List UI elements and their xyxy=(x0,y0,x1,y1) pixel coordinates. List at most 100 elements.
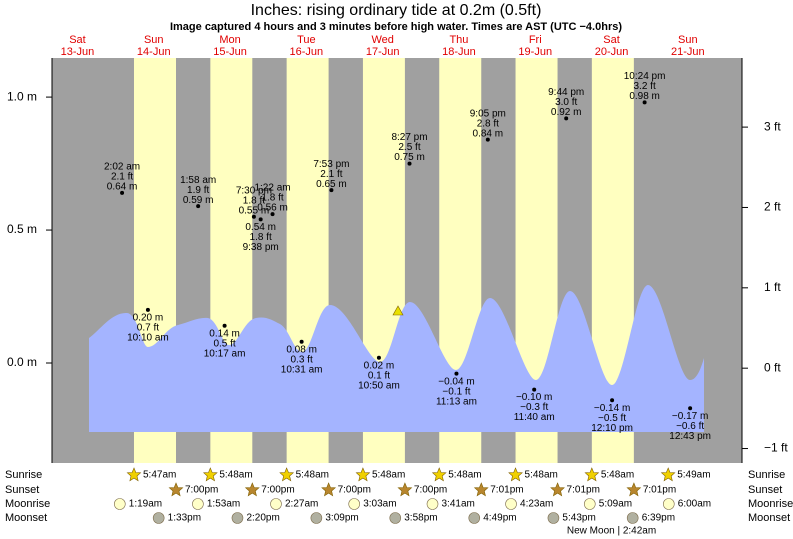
row-label: Moonrise xyxy=(5,498,50,510)
tide-label: 0.56 m xyxy=(257,203,288,214)
sunset-icon xyxy=(626,482,642,497)
tide-label: 0.65 m xyxy=(316,179,347,190)
chart-subtitle: Image captured 4 hours and 3 minutes bef… xyxy=(170,21,622,33)
moonrise-icon xyxy=(583,498,596,510)
sunrise-time: 5:48am xyxy=(219,470,252,481)
tide-label: 10:10 am xyxy=(127,332,169,343)
tide-label: 10:50 am xyxy=(358,380,400,391)
tide-label: −0.5 ft xyxy=(598,413,626,424)
row-label: Sunrise xyxy=(748,469,785,481)
sunset-time: 7:01pm xyxy=(643,485,676,496)
moonrise-time: 6:00am xyxy=(678,499,711,510)
sunset-icon xyxy=(168,482,184,497)
tide-label: 2:02 am xyxy=(104,161,140,172)
tide-label: −0.17 m xyxy=(672,411,708,422)
day-date: 14-Jun xyxy=(137,46,171,58)
tide-layer xyxy=(89,285,704,432)
row-label: Sunrise xyxy=(5,469,42,481)
tide-label: 1.8 ft xyxy=(243,195,265,206)
sunrise-icon xyxy=(508,467,523,482)
tide-label: −0.04 m xyxy=(438,376,474,387)
tide-label: 7:53 pm xyxy=(313,159,349,170)
tide-label: −0.10 m xyxy=(516,392,552,403)
sunset-time: 7:01pm xyxy=(490,485,523,496)
moonrise-time: 5:09am xyxy=(599,499,632,510)
tide-label: 1.8 ft xyxy=(261,193,283,204)
tide-label: 7:30 pm xyxy=(236,185,272,196)
tide-extreme xyxy=(251,214,256,219)
sunrise-icon xyxy=(355,467,371,482)
tide-label: 0.5 ft xyxy=(213,338,235,349)
sunrise-icon xyxy=(660,467,676,482)
tide-label: 10:17 am xyxy=(204,348,246,359)
day-name: Mon xyxy=(219,34,240,46)
moonrise-time: 4:23am xyxy=(520,499,553,510)
tide-extreme xyxy=(196,204,201,209)
moonrise-icon xyxy=(270,498,282,510)
tide-label: 0.75 m xyxy=(394,152,425,163)
moonrise-icon xyxy=(348,498,360,510)
tide-extreme xyxy=(564,116,569,121)
tide-label: 9:38 pm xyxy=(243,242,279,253)
tide-label: 0.59 m xyxy=(183,195,214,206)
moonrise-icon xyxy=(113,498,126,510)
moonset-icon xyxy=(468,512,481,524)
sunrise-time: 5:48am xyxy=(525,470,558,481)
sunset-time: 7:00pm xyxy=(414,485,447,496)
row-label: Moonset xyxy=(5,512,47,524)
tide-extreme xyxy=(407,161,412,166)
moonrise-icon xyxy=(505,498,517,510)
day-name: Tue xyxy=(297,34,316,46)
moonset-icon xyxy=(231,512,244,524)
tide-label: 1:22 am xyxy=(254,183,290,194)
y2-tick-label: 0 ft xyxy=(764,360,781,374)
moonrise-icon xyxy=(662,498,675,510)
tide-label: 2.8 ft xyxy=(477,118,499,129)
sunrise-icon xyxy=(279,467,295,482)
tide-extreme xyxy=(120,190,125,195)
sunrise-time: 5:48am xyxy=(448,470,481,481)
tide-label: −0.6 ft xyxy=(676,421,704,432)
tide-extreme xyxy=(532,387,537,392)
sunrise-icon xyxy=(584,467,600,482)
sunrise-time: 5:48am xyxy=(296,470,329,481)
tide-label: −0.1 ft xyxy=(442,386,470,397)
tide-label: 1.8 ft xyxy=(250,232,272,243)
moon-phase: New Moon | 2:42am xyxy=(567,526,656,537)
tide-label: 10:31 am xyxy=(281,364,323,375)
moonset-time: 1:33pm xyxy=(168,513,201,524)
y2-tick-label: −1 ft xyxy=(764,441,788,455)
tide-label: 9:44 pm xyxy=(548,87,584,98)
tide-label: 0.98 m xyxy=(629,91,660,102)
tide-label: −0.3 ft xyxy=(520,402,548,413)
almanac: Sunrise Sunrise Sunset Sunset Moonrise Moonri… xyxy=(5,467,793,537)
day-date: 21-Jun xyxy=(671,46,705,58)
tide-label: 0.84 m xyxy=(473,128,504,139)
sunset-icon xyxy=(397,482,413,497)
y-tick-label: 1.0 m xyxy=(7,89,37,103)
tide-label: 0.55 m xyxy=(239,205,270,216)
sunrise-time: 5:48am xyxy=(601,470,634,481)
tide-label: 0.14 m xyxy=(209,328,240,339)
sunset-time: 7:00pm xyxy=(261,485,294,496)
sunset-time: 7:00pm xyxy=(185,485,218,496)
day-date: 20-Jun xyxy=(595,46,629,58)
day-name: Sat xyxy=(69,34,86,46)
tide-extreme xyxy=(454,371,459,376)
y2-tick-label: 1 ft xyxy=(764,280,781,294)
tide-label: 0.7 ft xyxy=(137,322,159,333)
tide-label: 11:40 am xyxy=(514,412,555,423)
day-date: 15-Jun xyxy=(213,46,247,58)
tide-extreme xyxy=(610,398,615,403)
y2-tick-label: 3 ft xyxy=(764,119,781,133)
tide-label: −0.14 m xyxy=(594,403,630,414)
day-name: Fri xyxy=(529,34,542,46)
tide-extreme xyxy=(329,188,334,193)
moonrise-icon xyxy=(426,498,439,510)
day-name: Thu xyxy=(449,34,468,46)
tide-label: 0.64 m xyxy=(107,181,138,192)
day-date: 13-Jun xyxy=(61,46,95,58)
sunrise-icon xyxy=(202,467,218,482)
sunset-time: 7:01pm xyxy=(567,485,600,496)
